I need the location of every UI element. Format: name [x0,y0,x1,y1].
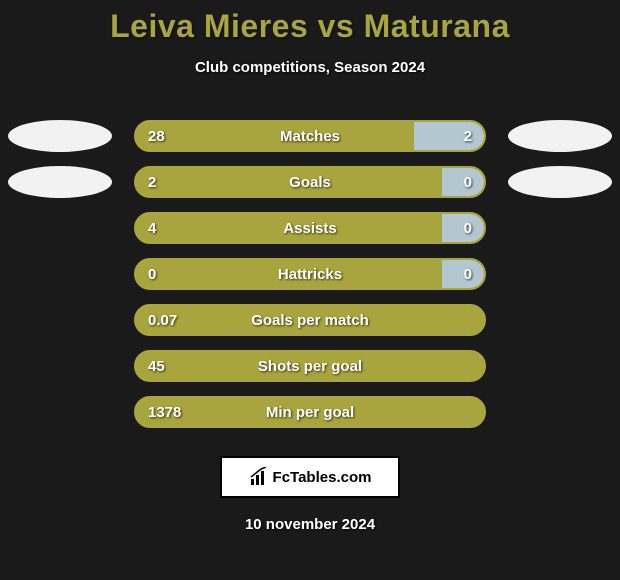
stat-bar: 1378Min per goal [134,396,486,428]
player-badge-left [8,120,112,152]
stat-row: 1378Min per goal [8,396,612,428]
stat-row: 00Hattricks [8,258,612,290]
stat-label: Goals [136,168,484,196]
stat-label: Min per goal [136,398,484,426]
player-badge-left [8,166,112,198]
stat-label: Goals per match [136,306,484,334]
page-subtitle: Club competitions, Season 2024 [0,59,620,76]
stat-row: 20Goals [8,166,612,198]
stat-label: Matches [136,122,484,150]
stats-rows: 282Matches 20Goals 40Assists 00Hattricks 0.0… [0,120,620,428]
player-badge-right [508,166,612,198]
page-title: Leiva Mieres vs Maturana [0,0,620,45]
stat-row: 45Shots per goal [8,350,612,382]
stat-label: Hattricks [136,260,484,288]
chart-icon [249,467,269,487]
stat-bar: 45Shots per goal [134,350,486,382]
stat-bar: 0.07Goals per match [134,304,486,336]
footer-date: 10 november 2024 [0,516,620,533]
brand-badge: FcTables.com [220,456,400,498]
stat-row: 40Assists [8,212,612,244]
stat-bar: 40Assists [134,212,486,244]
stat-bar: 282Matches [134,120,486,152]
stat-label: Shots per goal [136,352,484,380]
player-badge-right [508,120,612,152]
stat-label: Assists [136,214,484,242]
stat-bar: 20Goals [134,166,486,198]
stat-bar: 00Hattricks [134,258,486,290]
stat-row: 0.07Goals per match [8,304,612,336]
brand-text: FcTables.com [273,469,372,486]
stat-row: 282Matches [8,120,612,152]
